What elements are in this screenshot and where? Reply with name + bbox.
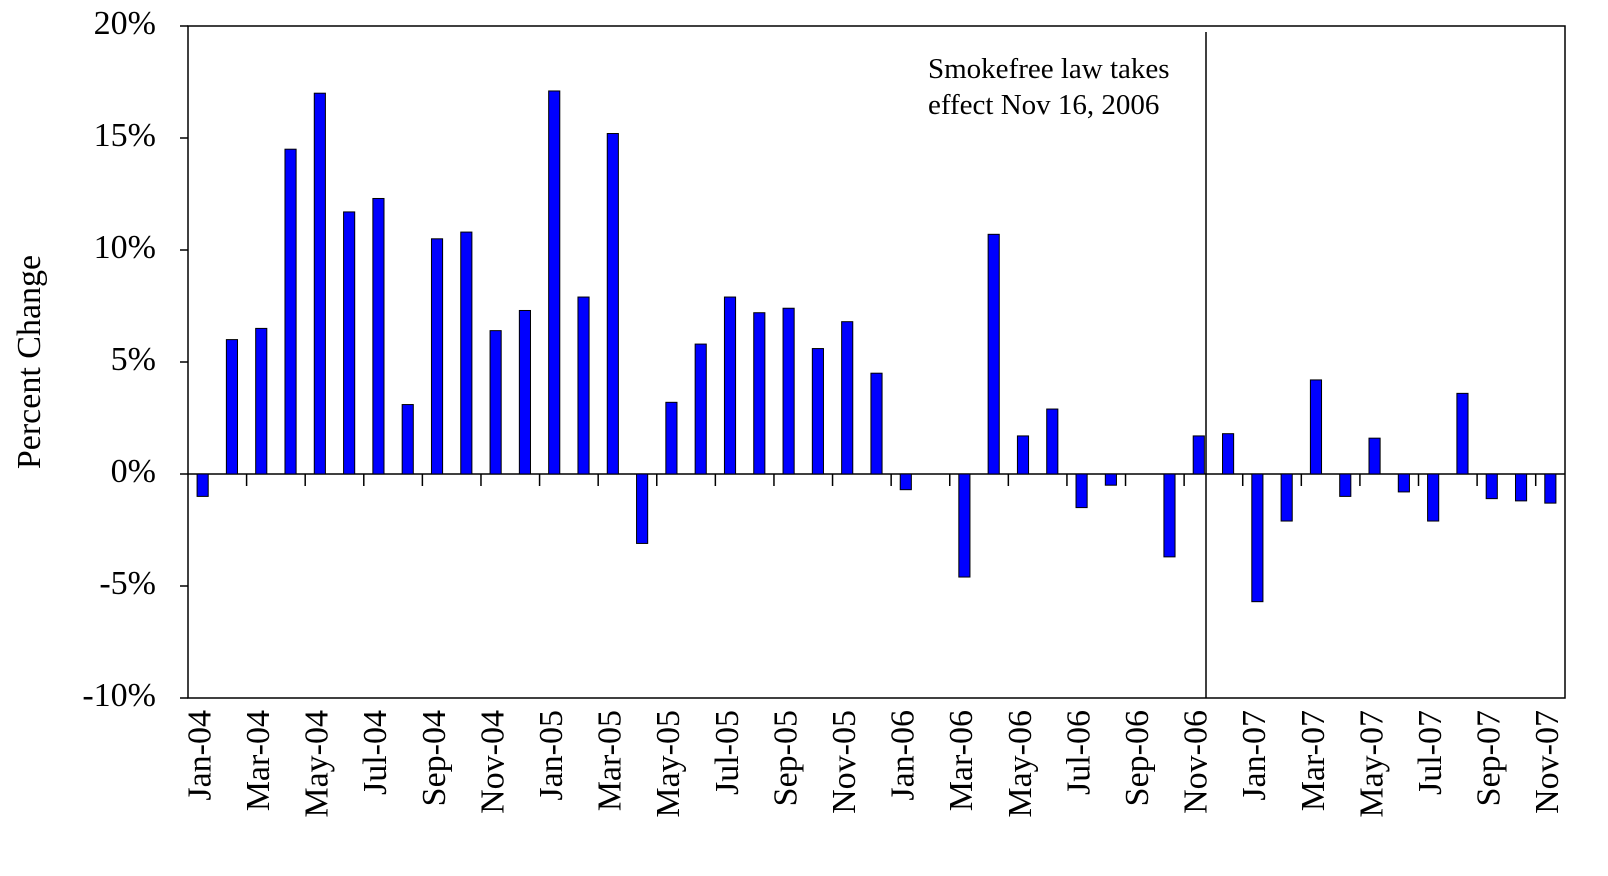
- bar: [1309, 379, 1323, 475]
- bar: [225, 339, 239, 475]
- bar: [1456, 392, 1469, 475]
- y-axis-label: Percent Change: [11, 255, 48, 469]
- x-tick-label: Jan-06: [885, 710, 922, 801]
- bar: [196, 473, 209, 497]
- x-tick-label: Sep-06: [1119, 710, 1156, 806]
- annotation: effect Nov 16, 2006: [928, 89, 1159, 121]
- bar: [284, 148, 297, 475]
- bar: [430, 238, 444, 475]
- bar: [811, 348, 824, 475]
- bar: [313, 92, 326, 475]
- bar: [958, 473, 971, 578]
- bar: [753, 312, 766, 475]
- y-tick-label: -5%: [99, 565, 156, 602]
- x-tick-label: May-06: [1002, 710, 1039, 818]
- bar: [1280, 473, 1293, 522]
- bar: [841, 321, 854, 475]
- bar: [1192, 435, 1205, 475]
- bar: [1485, 473, 1498, 500]
- bar: [782, 307, 795, 475]
- x-tick-label: Nov-04: [474, 710, 511, 814]
- bar: [460, 231, 473, 475]
- x-tick-label: May-04: [299, 710, 336, 818]
- bar: [694, 343, 707, 475]
- x-tick-label: May-05: [650, 710, 687, 818]
- bar: [636, 473, 649, 544]
- bar: [577, 296, 590, 475]
- x-tick-label: Mar-05: [592, 710, 629, 811]
- bar: [489, 330, 502, 475]
- x-tick-label: Mar-06: [943, 710, 980, 811]
- x-tick-label: Nov-06: [1178, 710, 1215, 814]
- x-tick-label: Jul-05: [709, 710, 746, 795]
- bar: [606, 133, 619, 475]
- bar: [1104, 473, 1117, 486]
- x-tick-label: Jul-07: [1412, 710, 1449, 795]
- y-tick-label: 5%: [111, 341, 156, 378]
- bar: [1046, 408, 1059, 475]
- bar: [1397, 473, 1410, 493]
- bar: [372, 197, 385, 475]
- x-tick-label: Mar-07: [1295, 710, 1332, 811]
- bar: [255, 327, 268, 475]
- x-tick-label: Jul-04: [357, 710, 394, 795]
- bar: [723, 296, 737, 475]
- bar: [899, 473, 912, 491]
- bar: [1016, 435, 1030, 475]
- bar: [1427, 473, 1440, 522]
- bar: [1339, 473, 1352, 497]
- y-tick-label: 15%: [94, 117, 156, 154]
- x-tick-label: Jan-05: [533, 710, 570, 801]
- plot-frame: [187, 25, 1566, 699]
- bar: [1222, 433, 1235, 475]
- x-tick-label: Nov-07: [1529, 710, 1566, 814]
- bar: [343, 211, 356, 475]
- annotation: Smokefree law takes: [928, 53, 1170, 85]
- x-tick-label: Nov-05: [826, 710, 863, 814]
- x-tick-label: Sep-07: [1471, 710, 1508, 806]
- bar: [401, 404, 414, 475]
- x-tick-label: Sep-05: [767, 710, 804, 806]
- y-tick-label: 10%: [94, 229, 156, 266]
- x-tick-label: Jan-04: [181, 710, 218, 801]
- x-tick-label: Jan-07: [1236, 710, 1273, 801]
- bar: [1544, 473, 1557, 504]
- bar: [1251, 473, 1264, 603]
- bar: [665, 401, 678, 475]
- y-tick-label: 20%: [94, 5, 156, 42]
- bar: [987, 233, 1000, 475]
- y-tick-label: -10%: [82, 677, 156, 714]
- x-tick-label: Jul-06: [1060, 710, 1097, 795]
- y-tick-label: 0%: [111, 453, 156, 490]
- bar: [1368, 437, 1381, 475]
- x-tick-label: Mar-04: [240, 710, 277, 811]
- bar: [518, 309, 531, 475]
- bar: [870, 372, 883, 475]
- bar: [1075, 473, 1088, 509]
- x-tick-label: May-07: [1353, 710, 1390, 818]
- bar: [1514, 473, 1528, 502]
- bar: [1163, 473, 1176, 558]
- bar: [548, 90, 561, 475]
- x-tick-label: Sep-04: [416, 710, 453, 806]
